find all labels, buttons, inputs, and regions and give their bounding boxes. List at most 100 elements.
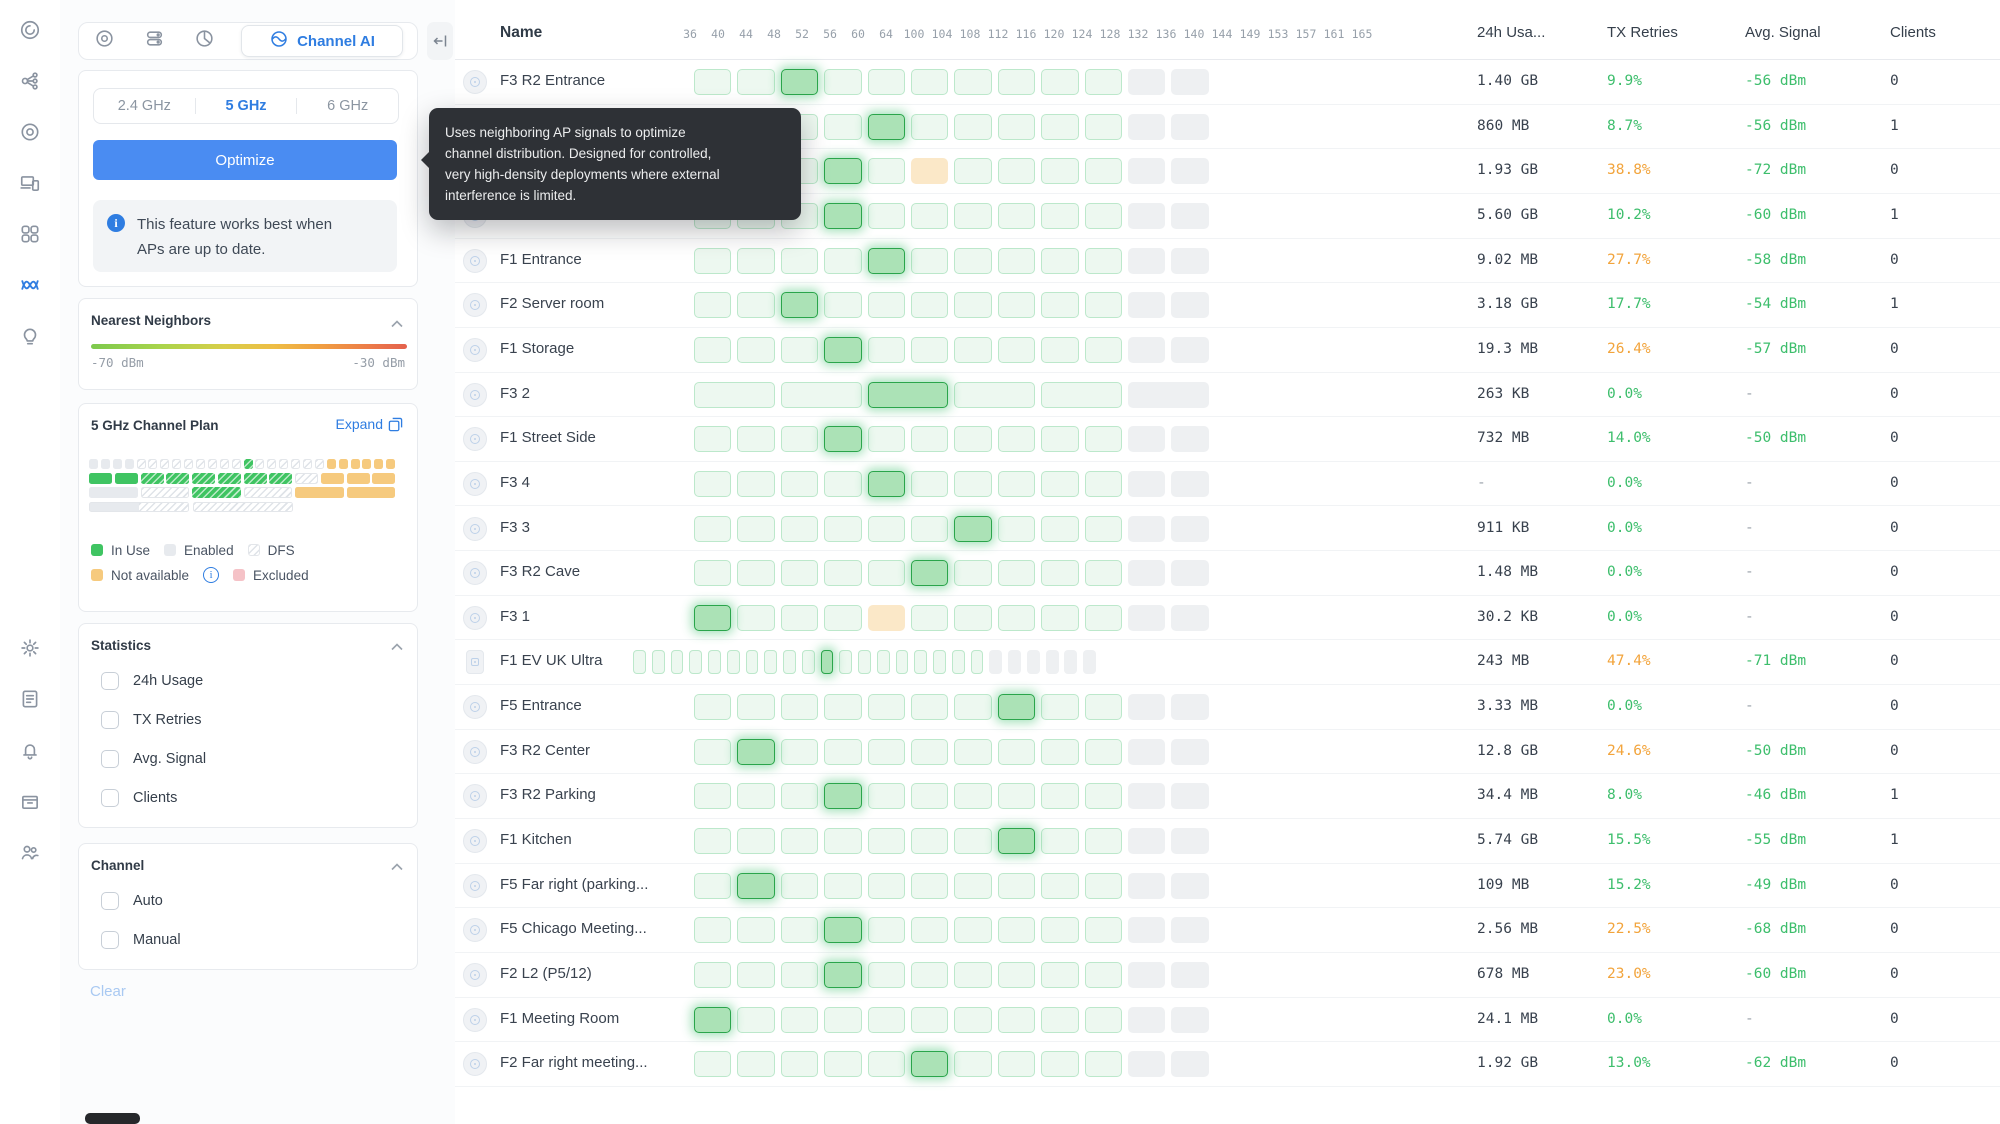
channel-cell[interactable] (824, 1051, 862, 1078)
channel-cell[interactable] (1128, 426, 1166, 453)
table-row[interactable]: F1 EV UK Ultra 243 MB 47.4% -71 dBm 0 (455, 640, 2000, 686)
channel-cell[interactable] (801, 650, 815, 675)
channel-cell[interactable] (1084, 69, 1122, 95)
channel-cell[interactable] (694, 917, 732, 944)
channel-cell[interactable] (997, 604, 1036, 631)
channel-cell[interactable] (911, 828, 949, 855)
table-row[interactable]: F2 L2 (P5/12) 678 MB 23.0% -60 dBm 0 (455, 953, 2000, 998)
channel-cell[interactable] (867, 426, 905, 453)
channel-cell[interactable] (1041, 872, 1079, 899)
statistics-option-avg-signal[interactable]: Avg. Signal (101, 744, 405, 774)
channel-cell[interactable] (954, 113, 992, 140)
channel-cell[interactable] (954, 202, 992, 229)
channel-cell[interactable] (737, 560, 775, 587)
channel-cell[interactable] (824, 113, 862, 140)
channel-cell[interactable] (858, 650, 871, 675)
ap-name[interactable]: F1 Street Side (500, 429, 596, 447)
ap-name[interactable]: F5 Chicago Meeting... (500, 920, 647, 938)
channel-cell[interactable] (867, 694, 905, 721)
channel-option-auto[interactable]: Auto (101, 886, 405, 916)
channel-cell[interactable] (1171, 694, 1209, 721)
channel-cell[interactable] (633, 650, 646, 675)
channel-cell[interactable] (1171, 247, 1209, 274)
channel-cell[interactable] (824, 470, 862, 497)
channel-cell-active[interactable] (867, 247, 905, 274)
table-row[interactable]: F1 Meeting Room 24.1 MB 0.0% - 0 (455, 998, 2000, 1043)
channel-cell[interactable] (867, 158, 905, 185)
channel-cell[interactable] (1171, 515, 1209, 542)
ap-name[interactable]: F5 Far right (parking... (500, 875, 649, 893)
channel-cell[interactable] (1171, 113, 1209, 140)
channel-cell[interactable] (911, 872, 949, 899)
collapse-sidebar-button[interactable] (427, 22, 453, 60)
expand-link[interactable]: Expand (336, 416, 403, 432)
channel-cell[interactable] (737, 1006, 775, 1033)
channel-cell[interactable] (911, 158, 949, 185)
ap-name[interactable]: F2 Far right meeting... (500, 1054, 648, 1072)
channel-cell[interactable] (911, 515, 949, 542)
channel-cell[interactable] (911, 426, 949, 453)
channel-cell[interactable] (737, 515, 775, 542)
channel-cell[interactable] (780, 515, 819, 542)
channel-cell[interactable] (1084, 828, 1122, 855)
channel-cell[interactable] (737, 426, 775, 453)
channel-cell[interactable] (954, 962, 992, 988)
channel-cell[interactable] (1084, 560, 1122, 587)
tab-target[interactable] (79, 26, 129, 56)
ap-name[interactable]: F5 Entrance (500, 697, 582, 715)
ap-name[interactable]: F2 Server room (500, 295, 605, 313)
channel-cell-active[interactable] (780, 292, 819, 319)
channel-cell[interactable] (1128, 292, 1166, 319)
channel-cell[interactable] (1084, 158, 1122, 185)
table-row[interactable]: F3 1 30.2 KB 0.0% - 0 (455, 596, 2000, 641)
channel-cell-active[interactable] (867, 381, 949, 408)
channel-cell[interactable] (954, 426, 992, 453)
channel-cell[interactable] (997, 113, 1036, 140)
channel-cell-active[interactable] (997, 828, 1036, 855)
rail-item-unifi-logo[interactable] (16, 18, 44, 46)
channel-cell[interactable] (694, 336, 732, 363)
channel-cell[interactable] (1128, 247, 1166, 274)
table-row[interactable]: F3 4 - 0.0% - 0 (455, 462, 2000, 507)
channel-cell[interactable] (1128, 604, 1166, 631)
channel-cell[interactable] (1084, 872, 1122, 899)
chevron-up-icon[interactable] (391, 858, 403, 876)
statistics-option-tx-retries[interactable]: TX Retries (101, 705, 405, 735)
channel-cell[interactable] (1041, 1051, 1079, 1078)
channel-cell[interactable] (1128, 470, 1166, 497)
channel-cell[interactable] (737, 828, 775, 855)
info-icon[interactable]: i (203, 567, 220, 583)
rail-item-log-list[interactable] (16, 687, 44, 715)
channel-cell[interactable] (780, 828, 819, 855)
channel-cell[interactable] (737, 69, 775, 95)
channel-cell[interactable] (1084, 202, 1122, 229)
channel-cell[interactable] (1084, 292, 1122, 319)
channel-cell-active[interactable] (824, 962, 862, 988)
channel-cell[interactable] (1128, 962, 1166, 988)
channel-cell[interactable] (1041, 158, 1079, 185)
channel-cell[interactable] (694, 783, 732, 810)
checkbox-unchecked[interactable] (101, 750, 119, 768)
rail-item-people[interactable] (16, 840, 44, 868)
channel-cell[interactable] (737, 917, 775, 944)
channel-cell[interactable] (1128, 560, 1166, 587)
channel-cell[interactable] (954, 69, 992, 95)
channel-cell[interactable] (1171, 470, 1209, 497)
channel-cell[interactable] (694, 381, 775, 408)
ap-name[interactable]: F3 R2 Entrance (500, 72, 606, 89)
channel-cell-active[interactable] (824, 917, 862, 944)
tx-retries-column-header[interactable]: TX Retries (1607, 24, 1678, 41)
band-5ghz[interactable]: 5 GHz (225, 98, 267, 114)
channel-cell[interactable] (954, 872, 992, 899)
clients-column-header[interactable]: Clients (1890, 24, 1936, 41)
tab-channel-ai[interactable]: Channel AI (241, 25, 403, 57)
ap-name[interactable]: F3 3 (500, 518, 531, 536)
table-row[interactable]: F2 Far right meeting... 1.92 GB 13.0% -62 d… (455, 1042, 2000, 1087)
channel-cell[interactable] (1041, 783, 1079, 810)
channel-cell[interactable] (780, 1006, 819, 1033)
channel-cell[interactable] (1128, 113, 1166, 140)
channel-cell[interactable] (867, 1006, 905, 1033)
channel-cell[interactable] (1084, 783, 1122, 810)
channel-cell[interactable] (954, 604, 992, 631)
channel-cell[interactable] (1041, 69, 1079, 95)
